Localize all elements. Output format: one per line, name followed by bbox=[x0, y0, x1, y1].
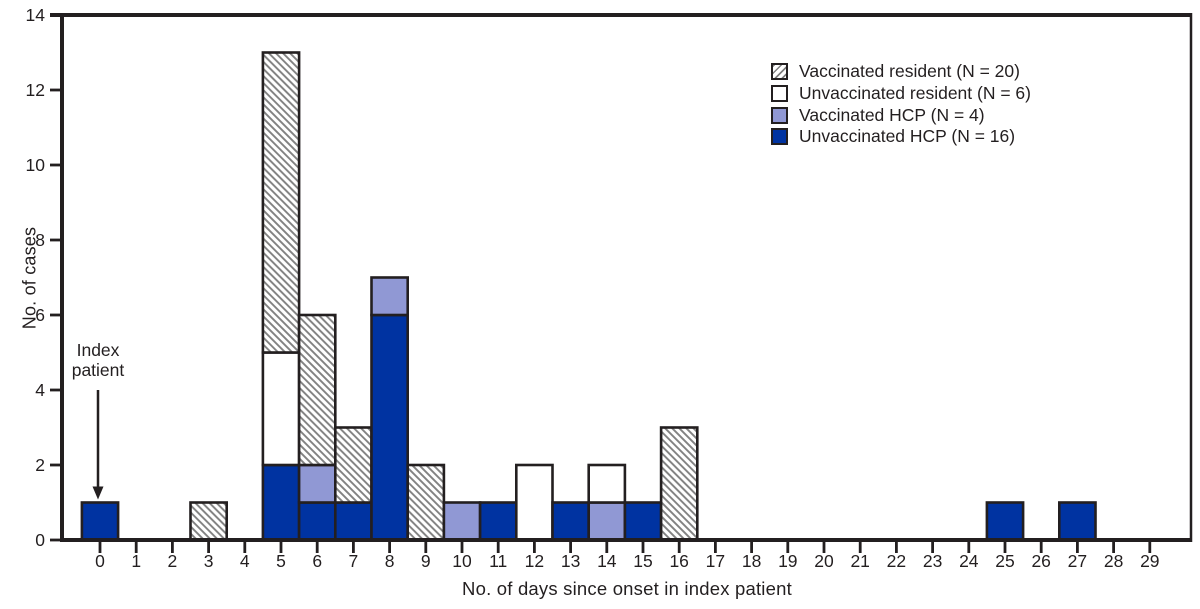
legend-label: Unvaccinated resident (N = 6) bbox=[799, 83, 1031, 104]
x-tick-label: 11 bbox=[489, 551, 507, 571]
bar-segment-vaccinated_resident-day-5 bbox=[261, 51, 301, 354]
bar-segment-vaccinated_resident-day-7 bbox=[333, 426, 373, 504]
legend-item-unvaccinated-resident: Unvaccinated resident (N = 6) bbox=[771, 83, 1031, 105]
bar-segment-vaccinated_resident-day-16 bbox=[659, 426, 699, 542]
legend-item-unvaccinated-hcp: Unvaccinated HCP (N = 16) bbox=[771, 126, 1031, 148]
y-tick-label: 8 bbox=[35, 230, 45, 250]
bar-segment-unvaccinated_hcp-day-25 bbox=[985, 501, 1025, 542]
y-axis-title: No. of cases bbox=[19, 226, 40, 330]
bar-segment-vaccinated_resident-day-3 bbox=[189, 501, 229, 542]
x-tick-label: 22 bbox=[887, 551, 906, 571]
y-tick-label: 10 bbox=[26, 155, 46, 175]
y-tick-label: 0 bbox=[35, 530, 45, 550]
x-tick-label: 12 bbox=[525, 551, 544, 571]
legend-label: Unvaccinated HCP (N = 16) bbox=[799, 126, 1016, 147]
x-tick-label: 3 bbox=[204, 551, 214, 571]
y-axis-ticks: 0 2 4 6 8 10 12 14 bbox=[26, 5, 62, 550]
x-tick-label: 20 bbox=[814, 551, 834, 571]
x-tick-label: 9 bbox=[421, 551, 431, 571]
bar-segment-vaccinated_hcp-day-14 bbox=[587, 501, 627, 542]
y-tick-label: 6 bbox=[35, 305, 45, 325]
x-axis-ticks: 0 1 2 3 4 5 6 7 8 9 10 11 12 13 14 15 16 17 18 19 20 21 22 23 24… bbox=[95, 542, 1160, 571]
x-tick-label: 18 bbox=[742, 551, 761, 571]
x-tick-label: 7 bbox=[349, 551, 359, 571]
y-tick-label: 14 bbox=[26, 5, 46, 25]
x-tick-label: 5 bbox=[276, 551, 286, 571]
x-tick-label: 28 bbox=[1104, 551, 1123, 571]
x-tick-label: 6 bbox=[312, 551, 322, 571]
x-tick-label: 14 bbox=[597, 551, 617, 571]
legend-swatch-unvaccinated-resident-icon bbox=[771, 85, 788, 103]
x-tick-label: 21 bbox=[850, 551, 869, 571]
x-tick-label: 0 bbox=[95, 551, 105, 571]
x-tick-label: 19 bbox=[778, 551, 797, 571]
legend-swatch-vaccinated-hcp-icon bbox=[771, 106, 788, 124]
bar-segment-unvaccinated_hcp-day-15 bbox=[623, 501, 663, 542]
legend-label: Vaccinated resident (N = 20) bbox=[799, 61, 1020, 82]
legend-item-vaccinated-resident: Vaccinated resident (N = 20) bbox=[771, 61, 1031, 83]
bar-segment-unvaccinated_hcp-day-5 bbox=[261, 463, 301, 542]
x-axis-title: No. of days since onset in index patient bbox=[462, 578, 792, 599]
x-tick-label: 16 bbox=[669, 551, 688, 571]
x-tick-label: 29 bbox=[1140, 551, 1159, 571]
y-tick-label: 12 bbox=[26, 80, 45, 100]
y-tick-label: 4 bbox=[35, 380, 45, 400]
x-tick-label: 4 bbox=[240, 551, 250, 571]
legend-item-vaccinated-hcp: Vaccinated HCP (N = 4) bbox=[771, 104, 1031, 126]
x-tick-label: 24 bbox=[959, 551, 979, 571]
bar-segment-unvaccinated_resident-day-5 bbox=[261, 351, 301, 467]
x-tick-label: 17 bbox=[706, 551, 725, 571]
plot-frame bbox=[50, 13, 1193, 542]
bar-segment-vaccinated_hcp-day-6 bbox=[297, 463, 337, 504]
bar-segment-unvaccinated_hcp-day-6 bbox=[297, 501, 337, 542]
bar-segment-unvaccinated_hcp-day-7 bbox=[333, 501, 373, 542]
x-tick-label: 27 bbox=[1068, 551, 1087, 571]
x-tick-label: 1 bbox=[131, 551, 141, 571]
legend-swatch-unvaccinated-hcp-icon bbox=[771, 128, 788, 146]
bar-segment-vaccinated_hcp-day-10 bbox=[442, 501, 482, 542]
bar-segment-unvaccinated_hcp-day-0 bbox=[80, 501, 120, 542]
bar-segment-unvaccinated_resident-day-14 bbox=[587, 463, 627, 504]
y-tick-label: 2 bbox=[35, 455, 45, 475]
bar-segment-vaccinated_resident-day-6 bbox=[297, 313, 337, 467]
x-tick-label: 10 bbox=[452, 551, 472, 571]
bar-segment-unvaccinated_hcp-day-11 bbox=[478, 501, 518, 542]
bar-segment-unvaccinated_hcp-day-27 bbox=[1058, 501, 1097, 542]
legend-swatch-vaccinated-resident-icon bbox=[771, 63, 788, 81]
x-tick-label: 25 bbox=[995, 551, 1014, 571]
bar-segment-unvaccinated_hcp-day-8 bbox=[370, 313, 410, 542]
bar-segment-unvaccinated_resident-day-12 bbox=[514, 463, 554, 542]
x-tick-label: 13 bbox=[561, 551, 580, 571]
bar-segment-unvaccinated_hcp-day-13 bbox=[551, 501, 591, 542]
x-tick-label: 23 bbox=[923, 551, 942, 571]
legend-label: Vaccinated HCP (N = 4) bbox=[799, 104, 985, 125]
bar-segment-vaccinated_hcp-day-8 bbox=[370, 276, 410, 317]
bars bbox=[80, 51, 1097, 542]
bar-segment-vaccinated_resident-day-9 bbox=[406, 463, 446, 542]
x-tick-label: 2 bbox=[168, 551, 178, 571]
legend: Vaccinated resident (N = 20) Unvaccinate… bbox=[771, 61, 1031, 148]
index-patient-arrow-icon bbox=[92, 390, 104, 500]
x-tick-label: 26 bbox=[1031, 551, 1050, 571]
x-tick-label: 15 bbox=[633, 551, 652, 571]
x-tick-label: 8 bbox=[385, 551, 395, 571]
index-patient-annotation: Index patient bbox=[71, 340, 125, 380]
